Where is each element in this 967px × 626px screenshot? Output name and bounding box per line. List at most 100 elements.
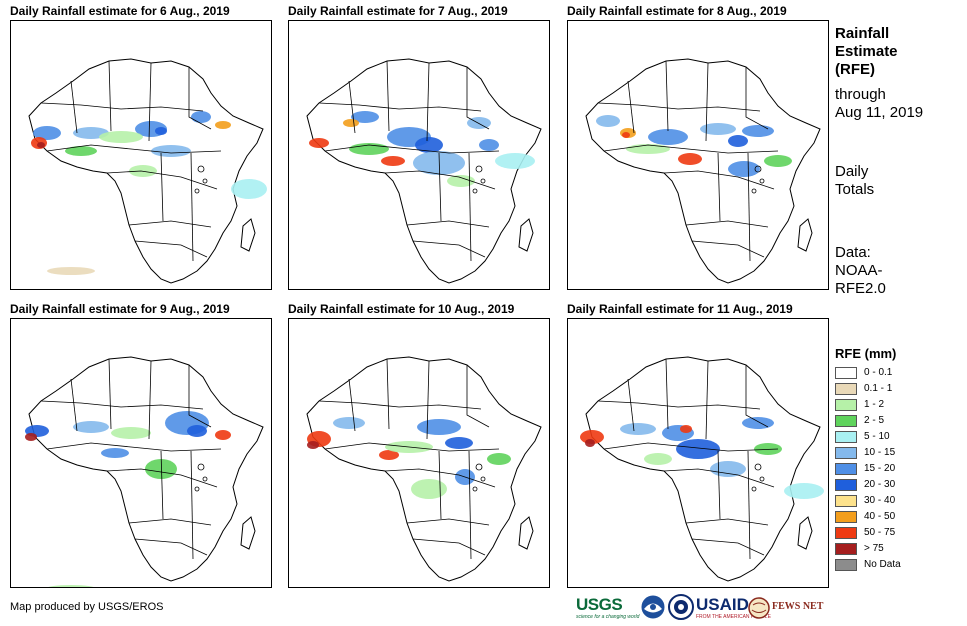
usaid-seal-logo [668, 594, 694, 622]
lake-outline [754, 165, 762, 173]
legend-item: > 75 [835, 542, 955, 558]
rainfall-map [288, 20, 550, 290]
country-border [603, 144, 779, 154]
country-border [597, 102, 761, 112]
legend-swatch [835, 447, 857, 459]
country-border [148, 360, 152, 440]
rainfall-patch [191, 111, 211, 123]
rainfall-patch [25, 433, 37, 441]
country-border [717, 152, 721, 222]
country-border [324, 144, 500, 154]
lake-outline [759, 178, 765, 184]
country-border [406, 518, 490, 526]
country-border [386, 358, 390, 430]
country-border [691, 538, 765, 556]
legend-label: No Data [864, 559, 901, 570]
country-border [348, 80, 356, 134]
country-border [597, 400, 761, 410]
totals-line: Daily [835, 163, 869, 180]
rainfall-patch [343, 119, 359, 127]
lake-outline [480, 178, 486, 184]
country-border [40, 102, 204, 112]
country-border [40, 400, 204, 410]
country-border [384, 468, 496, 488]
rainfall-patch [187, 425, 207, 437]
lake-outline [475, 463, 483, 471]
country-border [466, 365, 490, 428]
noaa-logo [640, 594, 666, 622]
country-border [426, 360, 430, 440]
rainfall-patch [215, 430, 231, 440]
lake-outline [472, 486, 478, 492]
rainfall-patch [620, 423, 656, 435]
lake-outline [194, 188, 200, 194]
usaid-seal-icon [668, 594, 694, 620]
panel-title: Daily Rainfall estimate for 11 Aug., 201… [567, 302, 793, 316]
legend-swatch [835, 511, 857, 523]
legend: RFE (mm) 0 - 0.1 0.1 - 1 1 - 2 2 - 5 5 - 10 1… [835, 346, 955, 574]
country-border [412, 538, 486, 556]
rainfall-patch [710, 461, 746, 477]
data-source-line: Data: [835, 244, 871, 261]
country-border [665, 60, 669, 132]
country-border [747, 450, 751, 560]
lake-outline [754, 463, 762, 471]
rainfall-patch [309, 138, 329, 148]
country-border [406, 220, 490, 228]
lake-outline [472, 188, 478, 194]
country-border [705, 360, 709, 440]
country-border [685, 518, 769, 526]
legend-item: 10 - 15 [835, 446, 955, 462]
country-border [324, 442, 500, 452]
panel-title: Daily Rainfall estimate for 6 Aug., 2019 [10, 4, 230, 18]
legend-swatch [835, 431, 857, 443]
legend-title: RFE (mm) [835, 346, 897, 361]
country-border [412, 240, 486, 258]
legend-label: 0.1 - 1 [864, 383, 893, 394]
through-label: through [835, 86, 886, 103]
africa-basemap [28, 58, 267, 284]
usaid-logo: USAID FROM THE AMERICAN PEOPLE [696, 594, 771, 622]
africa-basemap [306, 356, 542, 582]
rainfall-patch [379, 450, 399, 460]
data-source-line: RFE2.0 [835, 280, 886, 297]
legend-label: > 75 [864, 543, 884, 554]
country-border [148, 62, 152, 142]
country-border [745, 365, 769, 428]
rainfall-patch [48, 585, 94, 587]
continent-outline [585, 58, 821, 284]
rainfall-patch [381, 156, 405, 166]
legend-items: 0 - 0.1 0.1 - 1 1 - 2 2 - 5 5 - 10 10 - 15 15 … [835, 366, 955, 574]
usaid-tagline: FROM THE AMERICAN PEOPLE [696, 614, 771, 620]
panel-title: Daily Rainfall estimate for 8 Aug., 2019 [567, 4, 787, 18]
legend-label: 40 - 50 [864, 511, 896, 522]
lake-outline [480, 476, 486, 482]
legend-label: 1 - 2 [864, 399, 885, 410]
country-border [106, 170, 218, 190]
africa-basemap [25, 356, 264, 587]
usgs-tagline: science for a changing world [576, 614, 640, 620]
country-border [386, 60, 390, 132]
rainfall-patch [700, 123, 736, 135]
country-border [466, 67, 490, 130]
legend-item: 30 - 40 [835, 494, 955, 510]
legend-item: 50 - 75 [835, 526, 955, 542]
data-source-line: NOAA- [835, 262, 883, 279]
country-border [747, 152, 751, 262]
rainfall-patch [479, 139, 499, 151]
rainfall-patch [580, 430, 604, 444]
rainfall-patch [73, 421, 109, 433]
country-border [108, 60, 112, 132]
totals-label: Daily Totals [835, 163, 874, 199]
legend-swatch [835, 463, 857, 475]
legend-label: 50 - 75 [864, 527, 896, 538]
legend-item: 1 - 2 [835, 398, 955, 414]
lake-outline [202, 476, 208, 482]
country-border [438, 152, 442, 222]
legend-item: 40 - 50 [835, 510, 955, 526]
product-title-line: Rainfall [835, 25, 890, 42]
country-border [70, 378, 78, 432]
country-border [70, 80, 78, 134]
legend-label: 2 - 5 [864, 415, 885, 426]
rainfall-patch [678, 153, 702, 165]
